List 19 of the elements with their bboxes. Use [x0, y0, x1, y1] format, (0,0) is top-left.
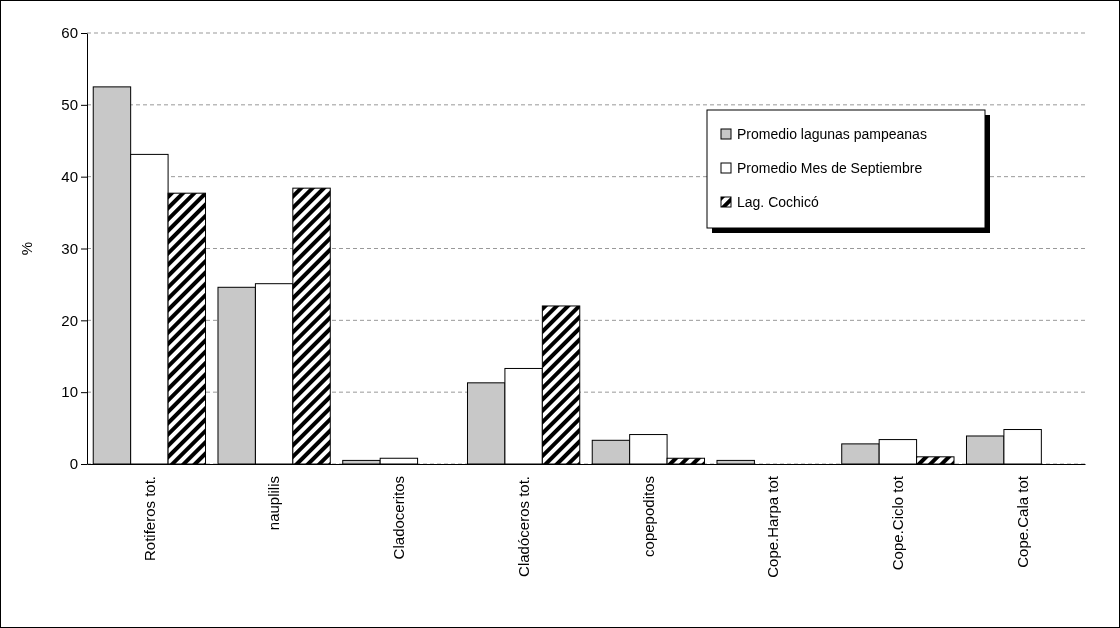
y-tick-label: 20 — [61, 311, 78, 329]
x-tick-label: Cope.Cala tot — [1013, 475, 1031, 568]
x-tick-label: Cladoceritos — [390, 476, 408, 560]
x-tick-label: Rotiferos tot. — [140, 476, 158, 562]
y-tick-label: 30 — [61, 239, 78, 257]
legend-label: Promedio lagunas pampeanas — [737, 125, 927, 142]
y-tick-label: 40 — [61, 167, 78, 185]
x-tick-label: Cope.Harpa tot — [764, 475, 782, 578]
y-tick-label: 50 — [61, 96, 78, 114]
y-tick-label: 0 — [69, 455, 78, 473]
y-tick-label: 10 — [61, 383, 78, 401]
y-axis-title: % — [18, 241, 35, 256]
legend-label: Lag. Cochicó — [737, 193, 819, 210]
y-tick-label: 60 — [61, 24, 78, 42]
x-tick-label: nauplilis — [265, 476, 283, 531]
x-tick-label: copepoditos — [639, 476, 657, 557]
x-tick-label: Cope.Ciclo tot — [889, 475, 907, 571]
legend-label: Promedio Mes de Septiembre — [737, 159, 923, 176]
x-tick-label: Cladóceros tot. — [514, 476, 532, 577]
